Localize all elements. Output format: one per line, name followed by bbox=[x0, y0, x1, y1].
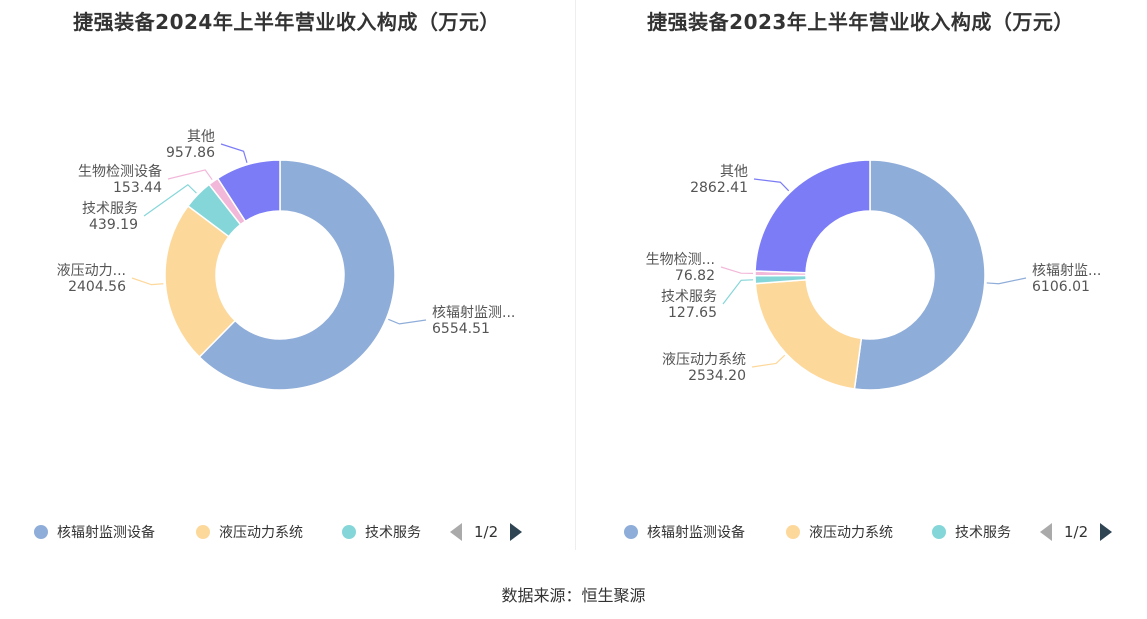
slice-label-0: 核辐射监... bbox=[1032, 263, 1101, 279]
legend-dot bbox=[932, 525, 946, 539]
legend-item-nuclear[interactable]: 核辐射监测设备 bbox=[34, 518, 155, 546]
chart-title: 捷强装备2024年上半年营业收入构成（万元） bbox=[73, 10, 500, 34]
slice-label-2: 技术服务 bbox=[82, 201, 138, 217]
leader-line-4 bbox=[753, 178, 790, 192]
slice-value-1: 2404.56 bbox=[68, 279, 126, 295]
legend-dot bbox=[196, 525, 210, 539]
data-source: 数据来源：恒生聚源 bbox=[501, 586, 646, 605]
chart-title: 捷强装备2023年上半年营业收入构成（万元） bbox=[647, 10, 1074, 34]
legend-label: 核辐射监测设备 bbox=[647, 525, 745, 541]
slice-value-4: 957.86 bbox=[166, 145, 215, 161]
slice-value-2: 127.65 bbox=[668, 305, 717, 321]
prev-page-icon[interactable] bbox=[1040, 523, 1052, 541]
legend-item-nuclear[interactable]: 核辐射监测设备 bbox=[624, 518, 745, 546]
leader-line-1 bbox=[131, 277, 164, 286]
legend-item-service[interactable]: 技术服务 bbox=[932, 518, 1011, 546]
slice-value-2: 439.19 bbox=[89, 217, 138, 233]
legend: 核辐射监测设备 液压动力系统 技术服务 1/2 bbox=[0, 518, 573, 546]
leader-line-4 bbox=[220, 143, 248, 163]
legend-item-hydraulic[interactable]: 液压动力系统 bbox=[196, 518, 303, 546]
legend-item-hydraulic[interactable]: 液压动力系统 bbox=[786, 518, 893, 546]
pager-text: 1/2 bbox=[474, 523, 499, 541]
slice-4[interactable] bbox=[216, 159, 281, 223]
legend-label: 核辐射监测设备 bbox=[57, 525, 155, 541]
slice-label-4: 其他 bbox=[187, 129, 215, 145]
slice-label-3: 生物检测设备 bbox=[78, 163, 162, 180]
legend-dot bbox=[786, 525, 800, 539]
slice-4[interactable] bbox=[754, 159, 871, 274]
legend-pager: 1/2 bbox=[450, 518, 523, 546]
slice-1[interactable] bbox=[754, 279, 863, 390]
legend-dot bbox=[34, 525, 48, 539]
slice-value-1: 2534.20 bbox=[688, 368, 746, 384]
leader-line-0 bbox=[986, 277, 1027, 285]
slice-1[interactable] bbox=[164, 204, 237, 359]
prev-page-icon[interactable] bbox=[450, 523, 462, 541]
leader-line-2 bbox=[722, 279, 754, 305]
legend: 核辐射监测设备 液压动力系统 技术服务 1/2 bbox=[574, 518, 1147, 546]
chart-panel-2024: 捷强装备2024年上半年营业收入构成（万元） 核辐射监测... 6554.51 液压… bbox=[0, 0, 573, 550]
leader-line-3 bbox=[167, 169, 213, 181]
slice-0[interactable] bbox=[853, 159, 986, 391]
slice-value-0: 6554.51 bbox=[432, 321, 490, 337]
slice-label-1: 液压动力系统 bbox=[662, 352, 746, 368]
slice-value-3: 76.82 bbox=[675, 268, 715, 284]
slice-value-4: 2862.41 bbox=[690, 180, 748, 196]
slice-label-2: 技术服务 bbox=[661, 289, 717, 305]
legend-pager: 1/2 bbox=[1040, 518, 1113, 546]
leader-line-1 bbox=[751, 354, 786, 368]
leader-line-3 bbox=[720, 266, 754, 274]
leader-line-0 bbox=[388, 318, 427, 325]
next-page-icon[interactable] bbox=[1100, 523, 1113, 541]
slice-label-0: 核辐射监测... bbox=[432, 305, 515, 321]
divider bbox=[575, 0, 576, 550]
legend-label: 技术服务 bbox=[365, 525, 421, 541]
slice-label-4: 其他 bbox=[720, 164, 748, 180]
slice-value-3: 153.44 bbox=[113, 180, 162, 196]
legend-dot bbox=[342, 525, 356, 539]
legend-label: 液压动力系统 bbox=[219, 525, 303, 541]
legend-label: 液压动力系统 bbox=[809, 525, 893, 541]
leader-line-2 bbox=[143, 183, 197, 217]
slice-value-0: 6106.01 bbox=[1032, 279, 1090, 295]
chart-panel-2023: 捷强装备2023年上半年营业收入构成（万元） 核辐射监... 6106.01 液压动… bbox=[574, 0, 1147, 550]
slice-0[interactable] bbox=[198, 159, 396, 391]
next-page-icon[interactable] bbox=[510, 523, 523, 541]
slice-label-3: 生物检测... bbox=[646, 252, 715, 268]
legend-label: 技术服务 bbox=[955, 525, 1011, 541]
slice-label-1: 液压动力... bbox=[57, 263, 126, 279]
legend-dot bbox=[624, 525, 638, 539]
pager-text: 1/2 bbox=[1064, 523, 1089, 541]
legend-item-service[interactable]: 技术服务 bbox=[342, 518, 421, 546]
